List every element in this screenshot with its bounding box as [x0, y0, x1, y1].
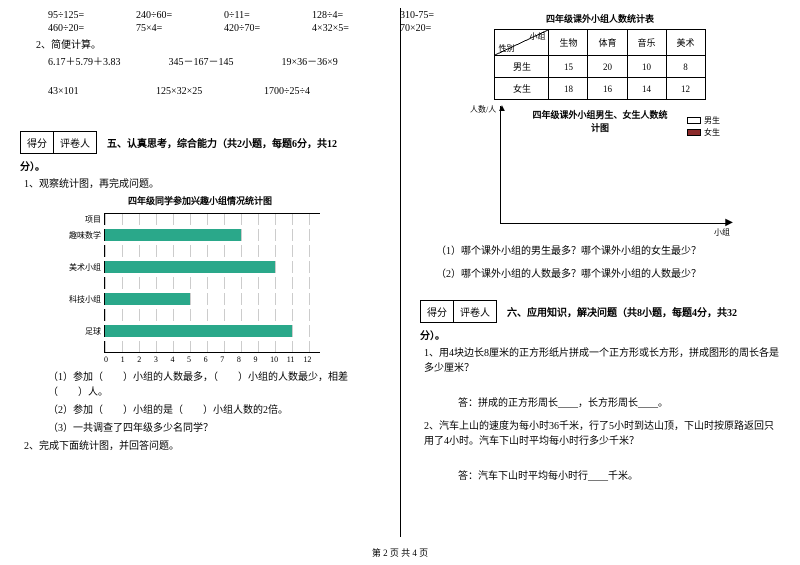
bar-label: 科技小组 — [60, 294, 104, 305]
table-title: 四年级课外小组人数统计表 — [420, 12, 780, 25]
q5-1b: （2）参加（ ）小组的是（ ）小组人数的2倍。 — [48, 401, 380, 416]
x-axis-ticks: 0123456789101112 — [104, 355, 320, 364]
q5-1c: （3）一共调查了四年级多少名同学？ — [48, 419, 380, 434]
expr: 0÷11= — [224, 10, 284, 21]
chart1-title: 四年级同学参加兴趣小组情况统计图 — [20, 194, 380, 207]
y-axis — [500, 106, 501, 224]
expr: 43×101 — [48, 86, 108, 97]
expr: 75×4= — [136, 23, 196, 34]
q-r2: （2）哪个课外小组的人数最多？哪个课外小组的人数最少？ — [436, 265, 780, 280]
bar-label: 美术小组 — [60, 262, 104, 273]
bar-label: 趣味数学 — [60, 230, 104, 241]
section-6-title: 六、应用知识，解决问题（共8小题，每题4分，共32 — [507, 292, 780, 319]
legend-box-icon — [687, 117, 701, 124]
empty-chart: 四年级课外小组男生、女生人数统计图 人数/人 小组 ▲ ▶ 男生 女生 — [470, 106, 730, 236]
x-axis — [500, 223, 730, 224]
col-head: 美术 — [666, 30, 705, 56]
expr: 128÷4= — [312, 10, 372, 21]
grader-label: 评卷人 — [454, 301, 496, 322]
y-label: 人数/人 — [470, 104, 496, 115]
bar — [105, 325, 292, 337]
q2-label: 2、简便计算。 — [36, 36, 380, 51]
q6-1: 1、用4块边长8厘米的正方形纸片拼成一个正方形或长方形，拼成图形的周长各是多少厘… — [424, 344, 780, 374]
page-footer: 第 2 页 共 4 页 — [0, 546, 800, 559]
section-5-title: 五、认真思考，综合能力（共2小题，每题6分，共12 — [107, 123, 380, 150]
expr: 95÷125= — [48, 10, 108, 21]
expr: 460÷20= — [48, 23, 108, 34]
left-column: 95÷125= 240÷60= 0÷11= 128÷4= 310-75= 460… — [0, 0, 400, 545]
score-label: 得分 — [21, 132, 54, 153]
chart-head: 项目 — [60, 214, 104, 225]
stats-table: 小组性别 生物 体育 音乐 美术 男生 1520108 女生 18161412 — [494, 29, 705, 100]
col-head: 体育 — [588, 30, 627, 56]
q-r1: （1）哪个课外小组的男生最多？哪个课外小组的女生最少？ — [436, 242, 780, 257]
expr: 6.17＋5.79＋3.83 — [48, 53, 121, 68]
expr: 1700÷25÷4 — [264, 86, 324, 97]
bar-label: 足球 — [60, 326, 104, 337]
expr: 19×36－36×9 — [282, 53, 342, 68]
q5-1: 1、观察统计图，再完成问题。 — [24, 175, 380, 190]
simp-row-2: 43×101 125×32×25 1700÷25÷4 — [48, 86, 380, 97]
expr: 4×32×5= — [312, 23, 372, 34]
col-head: 生物 — [549, 30, 588, 56]
arrow-right-icon: ▶ — [725, 217, 733, 228]
arith-row-2: 460÷20= 75×4= 420÷70= 4×32×5= 70×20= — [48, 23, 380, 34]
expr: 125×32×25 — [156, 86, 216, 97]
diag-cell: 小组性别 — [495, 30, 549, 56]
section-5-title-end: 分）。 — [20, 158, 380, 173]
score-box: 得分 评卷人 — [420, 300, 497, 323]
legend-box-icon — [687, 129, 701, 136]
chart2-title: 四年级课外小组男生、女生人数统计图 — [530, 108, 670, 134]
bar — [105, 229, 241, 241]
col-head: 音乐 — [627, 30, 666, 56]
simp-row-1: 6.17＋5.79＋3.83 345－167－145 19×36－36×9 — [48, 53, 380, 68]
grader-label: 评卷人 — [54, 132, 96, 153]
right-column: 四年级课外小组人数统计表 小组性别 生物 体育 音乐 美术 男生 1520108… — [400, 0, 800, 545]
table-row: 男生 1520108 — [495, 56, 705, 78]
bar — [105, 261, 275, 273]
a6-1: 答：拼成的正方形周长____，长方形周长____。 — [458, 394, 780, 409]
score-label: 得分 — [421, 301, 454, 322]
table-row: 女生 18161412 — [495, 78, 705, 100]
q6-2: 2、汽车上山的速度为每小时36千米，行了5小时到达山顶，下山时按原路返回只用了4… — [424, 417, 780, 447]
legend: 男生 女生 — [687, 114, 720, 139]
arrow-up-icon: ▲ — [497, 103, 507, 114]
section-6-title-end: 分）。 — [420, 327, 780, 342]
x-label: 小组 — [714, 227, 730, 238]
expr: 345－167－145 — [169, 53, 234, 68]
q5-2: 2、完成下面统计图，并回答问题。 — [24, 437, 380, 452]
expr: 420÷70= — [224, 23, 284, 34]
arith-row-1: 95÷125= 240÷60= 0÷11= 128÷4= 310-75= — [48, 10, 380, 21]
bar — [105, 293, 190, 305]
q5-1a: （1）参加（ ）小组的人数最多，（ ）小组的人数最少，相差（ ）人。 — [48, 368, 380, 398]
bar-chart: 项目 趣味数学 美术小组 科技小组 足球 0123456789101112 — [60, 211, 320, 364]
expr: 240÷60= — [136, 10, 196, 21]
score-box: 得分 评卷人 — [20, 131, 97, 154]
a6-2: 答：汽车下山时平均每小时行____千米。 — [458, 467, 780, 482]
